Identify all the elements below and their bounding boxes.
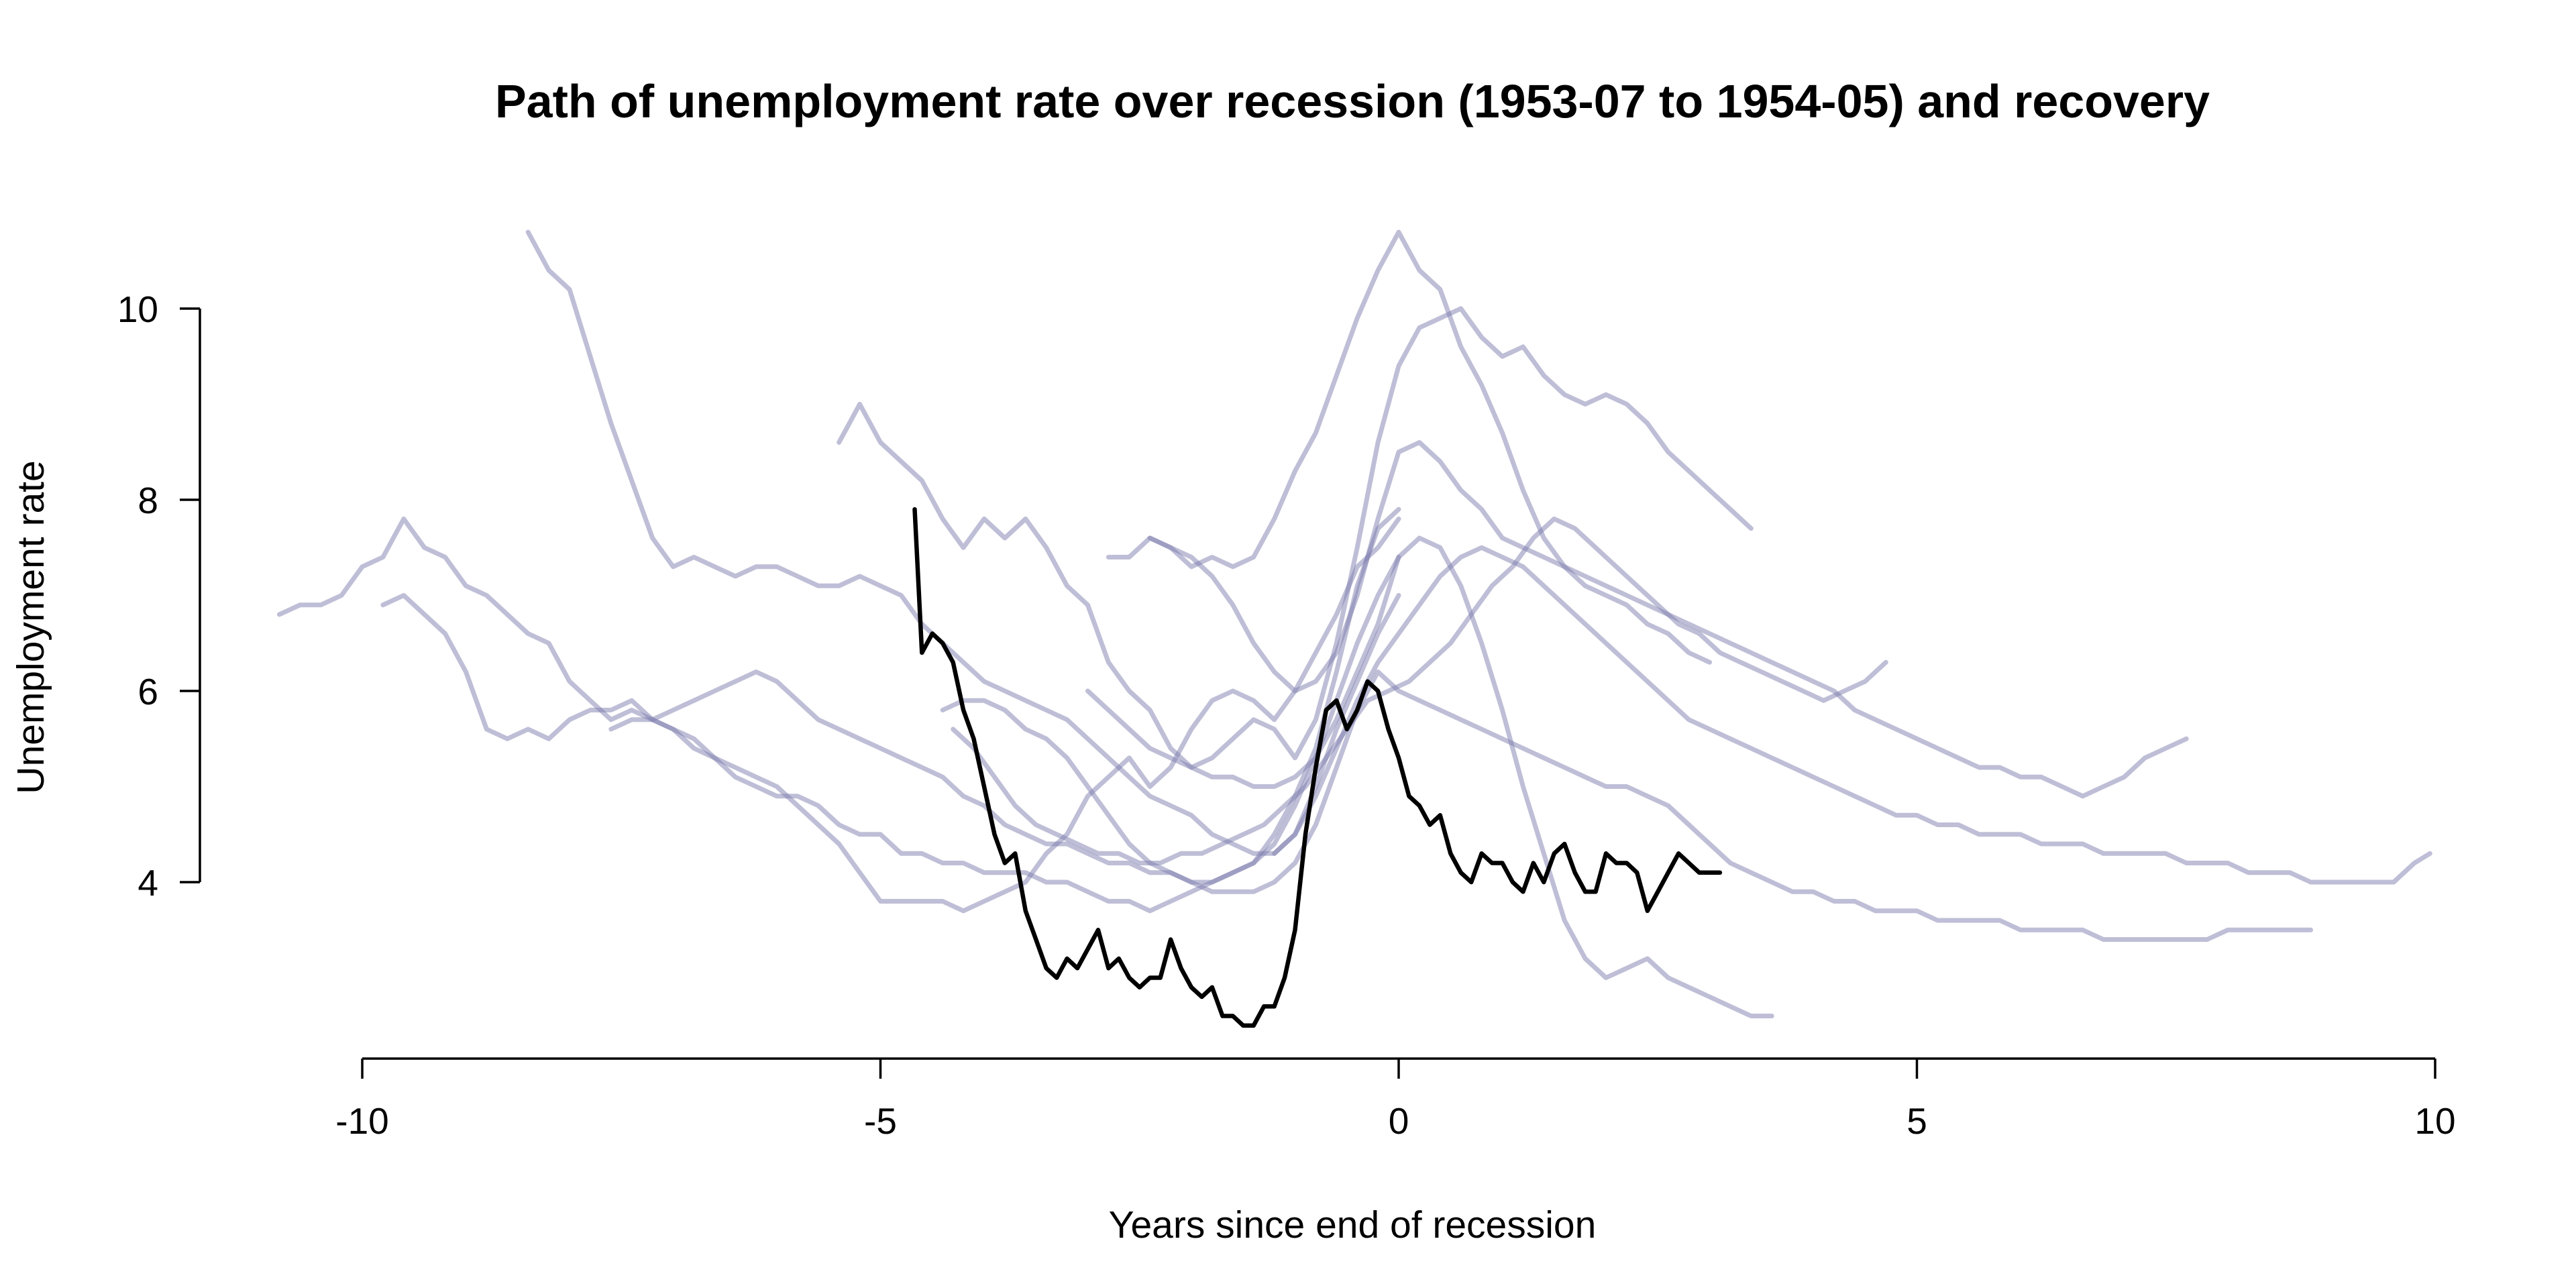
chart-title: Path of unemployment rate over recession… [495, 75, 2210, 127]
highlighted-series-line [912, 506, 1723, 1028]
recession-series-line-4 [608, 555, 1401, 885]
series-layer [276, 229, 2432, 1028]
y-axis-label: Unemployment rate [9, 460, 52, 794]
recession-series-line-8 [1085, 535, 1774, 1018]
axes-layer: -10 -5 0 5 10 4 6 8 10 [117, 288, 2456, 1142]
y-tick-label-0: 4 [138, 862, 158, 904]
recession-series-line-6 [1106, 229, 1712, 665]
recession-series-line-10 [951, 517, 1888, 865]
recession-series-line-11 [1272, 545, 2432, 885]
recession-series-line-1 [276, 517, 1401, 914]
x-tick-label-1: -5 [864, 1100, 897, 1142]
x-tick-label-3: 5 [1907, 1100, 1927, 1142]
recession-series-line-3 [525, 229, 1401, 856]
x-tick-label-0: -10 [335, 1100, 389, 1142]
x-axis-label: Years since end of recession [1109, 1203, 1597, 1246]
recession-series-line-5 [837, 306, 1754, 770]
recession-series-line-9 [940, 669, 2314, 942]
x-tick-label-4: 10 [2414, 1100, 2455, 1142]
y-tick-label-1: 6 [138, 671, 158, 712]
x-tick-label-2: 0 [1389, 1100, 1409, 1142]
y-tick-label-3: 10 [117, 288, 158, 330]
y-tick-label-2: 8 [138, 480, 158, 521]
